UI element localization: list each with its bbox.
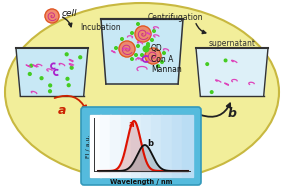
Circle shape bbox=[153, 30, 155, 32]
Circle shape bbox=[163, 52, 165, 54]
Text: Con A: Con A bbox=[151, 54, 173, 64]
Text: QD: QD bbox=[151, 44, 163, 53]
Circle shape bbox=[145, 48, 161, 64]
Circle shape bbox=[45, 9, 59, 23]
Circle shape bbox=[119, 41, 135, 57]
Circle shape bbox=[28, 73, 31, 75]
Bar bbox=[172, 115, 182, 177]
Circle shape bbox=[115, 47, 117, 49]
Polygon shape bbox=[101, 19, 183, 84]
Circle shape bbox=[40, 77, 43, 80]
Polygon shape bbox=[196, 48, 268, 96]
Circle shape bbox=[70, 66, 73, 69]
Bar bbox=[141, 115, 152, 177]
Bar bbox=[90, 115, 101, 177]
Circle shape bbox=[67, 84, 70, 87]
Circle shape bbox=[157, 65, 159, 67]
Circle shape bbox=[210, 91, 213, 93]
Polygon shape bbox=[16, 48, 88, 96]
Circle shape bbox=[224, 59, 227, 62]
Bar bbox=[121, 115, 131, 177]
Circle shape bbox=[135, 54, 137, 56]
Text: Incubation: Incubation bbox=[80, 22, 121, 32]
Circle shape bbox=[141, 54, 143, 56]
Bar bbox=[110, 115, 121, 177]
Circle shape bbox=[49, 84, 52, 87]
Text: b: b bbox=[228, 107, 237, 120]
Circle shape bbox=[147, 45, 149, 47]
Bar bbox=[151, 115, 162, 177]
Text: a: a bbox=[58, 104, 66, 117]
Ellipse shape bbox=[5, 3, 279, 181]
Text: a: a bbox=[128, 120, 134, 129]
FancyBboxPatch shape bbox=[90, 115, 192, 177]
Bar bbox=[100, 115, 111, 177]
Circle shape bbox=[137, 45, 139, 47]
Circle shape bbox=[137, 23, 139, 25]
Text: Mannan: Mannan bbox=[151, 64, 182, 74]
Circle shape bbox=[147, 43, 149, 45]
Text: Wavelength / nm: Wavelength / nm bbox=[110, 179, 172, 185]
Circle shape bbox=[143, 46, 149, 52]
Text: cell: cell bbox=[62, 9, 78, 19]
FancyBboxPatch shape bbox=[81, 107, 201, 185]
Circle shape bbox=[65, 53, 68, 56]
Bar bbox=[131, 115, 141, 177]
Circle shape bbox=[151, 39, 153, 41]
Circle shape bbox=[131, 58, 133, 60]
Circle shape bbox=[206, 63, 208, 65]
Circle shape bbox=[79, 56, 82, 59]
Text: FI / a.u.: FI / a.u. bbox=[85, 134, 91, 158]
Text: Centrifugation: Centrifugation bbox=[147, 12, 203, 22]
Circle shape bbox=[49, 90, 51, 93]
Circle shape bbox=[161, 61, 163, 63]
Circle shape bbox=[30, 64, 33, 67]
Circle shape bbox=[131, 32, 133, 34]
Circle shape bbox=[135, 26, 151, 42]
Text: supernatant: supernatant bbox=[208, 39, 256, 47]
Circle shape bbox=[66, 77, 69, 80]
Bar bbox=[161, 115, 172, 177]
Text: b: b bbox=[147, 139, 153, 148]
Circle shape bbox=[121, 38, 123, 40]
Bar bbox=[182, 115, 193, 177]
